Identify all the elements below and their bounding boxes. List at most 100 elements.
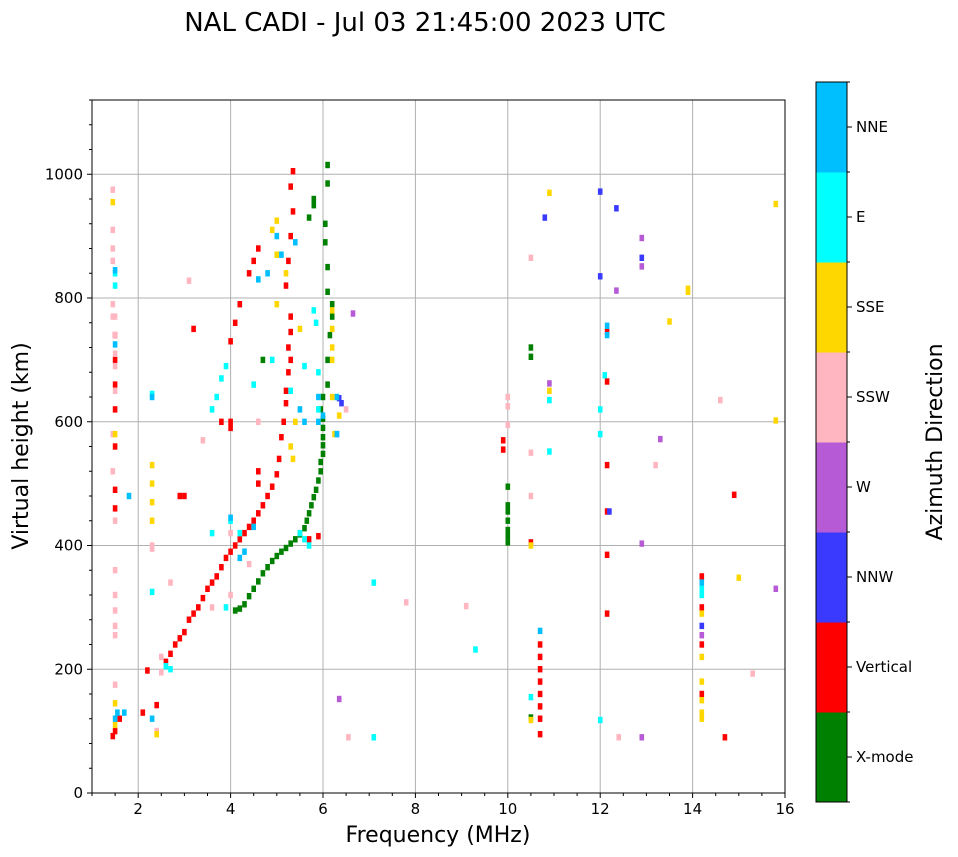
data-point bbox=[327, 331, 333, 339]
data-point bbox=[110, 186, 116, 193]
data-point bbox=[293, 536, 298, 543]
data-point bbox=[542, 214, 548, 221]
data-point bbox=[329, 307, 335, 314]
data-point bbox=[505, 403, 511, 410]
data-point bbox=[256, 510, 261, 517]
data-point bbox=[302, 525, 307, 532]
data-point bbox=[293, 418, 298, 425]
series-ssw bbox=[110, 186, 755, 741]
data-point bbox=[288, 183, 293, 190]
colorbar-label: SSW bbox=[856, 388, 890, 406]
y-axis-label: Virtual height (km) bbox=[9, 342, 34, 549]
data-point bbox=[112, 443, 118, 450]
data-point bbox=[256, 468, 261, 475]
data-point bbox=[112, 406, 118, 413]
data-point bbox=[182, 492, 187, 500]
data-point bbox=[228, 548, 233, 555]
data-point bbox=[334, 393, 340, 401]
data-point bbox=[228, 338, 233, 345]
data-point bbox=[604, 461, 610, 469]
data-point bbox=[311, 195, 317, 203]
data-point bbox=[200, 437, 206, 444]
data-point bbox=[505, 421, 511, 428]
data-point bbox=[274, 251, 280, 258]
data-point bbox=[302, 418, 307, 425]
data-point bbox=[112, 567, 118, 574]
data-point bbox=[320, 434, 326, 441]
data-point bbox=[200, 594, 206, 602]
data-point bbox=[110, 245, 116, 252]
data-point bbox=[528, 353, 534, 360]
data-point bbox=[279, 434, 284, 441]
data-point bbox=[256, 418, 261, 425]
data-point bbox=[209, 604, 215, 611]
data-point bbox=[286, 344, 291, 351]
x-tick-label: 2 bbox=[133, 800, 143, 818]
colorbar-label: X-mode bbox=[856, 748, 913, 766]
data-point bbox=[112, 341, 118, 348]
data-point bbox=[537, 731, 543, 738]
data-point bbox=[269, 226, 275, 234]
data-point bbox=[736, 574, 742, 581]
data-point bbox=[237, 554, 243, 562]
data-point bbox=[154, 731, 159, 738]
data-point bbox=[306, 214, 312, 221]
data-point bbox=[186, 616, 192, 623]
data-point bbox=[667, 318, 672, 325]
data-point bbox=[320, 393, 326, 401]
colorbar-segment bbox=[816, 172, 847, 263]
y-tick-label: 800 bbox=[54, 289, 83, 307]
data-point bbox=[306, 510, 312, 517]
data-point bbox=[182, 628, 187, 636]
data-point bbox=[177, 492, 183, 500]
data-point bbox=[699, 585, 705, 592]
data-point bbox=[290, 455, 296, 463]
x-tick-label: 10 bbox=[498, 800, 517, 818]
data-point bbox=[286, 369, 291, 376]
data-point bbox=[251, 517, 256, 524]
data-point bbox=[297, 529, 303, 537]
x-tick-label: 6 bbox=[318, 800, 328, 818]
data-point bbox=[604, 331, 610, 339]
data-point bbox=[685, 288, 691, 295]
data-point bbox=[699, 591, 705, 599]
data-point bbox=[537, 678, 543, 685]
data-point bbox=[122, 709, 127, 716]
data-point bbox=[323, 220, 328, 227]
data-point bbox=[597, 188, 603, 195]
data-point bbox=[547, 380, 552, 387]
data-point bbox=[112, 622, 118, 630]
x-tick-label: 16 bbox=[775, 800, 794, 818]
chart-title: NAL CADI - Jul 03 21:45:00 2023 UTC bbox=[184, 8, 666, 38]
data-point bbox=[699, 690, 705, 698]
data-point bbox=[112, 517, 118, 524]
data-point bbox=[288, 313, 293, 320]
data-point bbox=[159, 669, 164, 676]
data-point bbox=[329, 313, 335, 320]
data-point bbox=[246, 523, 252, 531]
data-point bbox=[288, 356, 293, 364]
data-point bbox=[112, 632, 118, 639]
data-point bbox=[112, 591, 118, 599]
data-point bbox=[329, 356, 335, 364]
data-point bbox=[773, 200, 779, 208]
data-point bbox=[318, 468, 323, 475]
series-nnw bbox=[334, 188, 705, 630]
data-point bbox=[112, 387, 118, 394]
data-point bbox=[597, 273, 603, 280]
x-tick-label: 14 bbox=[683, 800, 702, 818]
data-point bbox=[505, 517, 511, 524]
colorbar-segment bbox=[816, 532, 847, 623]
data-point bbox=[320, 424, 326, 432]
data-point bbox=[232, 607, 238, 614]
data-point bbox=[750, 670, 755, 677]
data-point bbox=[112, 727, 118, 735]
data-point bbox=[473, 646, 478, 653]
y-tick-label: 1000 bbox=[45, 165, 83, 183]
data-point bbox=[505, 539, 511, 546]
data-point bbox=[699, 678, 705, 685]
data-point bbox=[639, 540, 645, 547]
data-point bbox=[288, 540, 293, 547]
data-point bbox=[237, 529, 243, 537]
data-point bbox=[505, 483, 511, 490]
